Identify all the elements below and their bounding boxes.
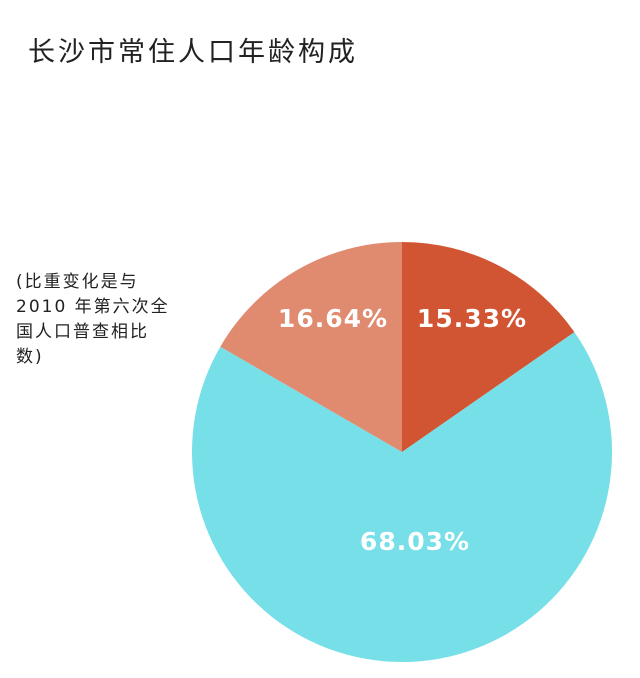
- pie-slice-1: [402, 242, 575, 452]
- note-line-3: 国人口普查相比: [16, 322, 149, 342]
- pie-labels: 15.33% 68.03% 16.64%: [278, 304, 527, 556]
- note-line-4: 数): [16, 347, 44, 367]
- pie-slices: [192, 242, 613, 662]
- pie-slice-label-3: 16.64%: [278, 304, 388, 333]
- pie-slice-label-2: 68.03%: [360, 527, 470, 556]
- note-line-2: 2010 年第六次全: [16, 297, 170, 317]
- pie-slice-3: [220, 242, 402, 452]
- pie-slice-label-1: 15.33%: [417, 304, 527, 333]
- note-line-1: (比重变化是与: [16, 272, 139, 292]
- chart-note: (比重变化是与 2010 年第六次全 国人口普查相比 数): [16, 270, 206, 370]
- chart-title: 长沙市常住人口年龄构成: [28, 37, 358, 68]
- pie-slice-2: [192, 332, 613, 662]
